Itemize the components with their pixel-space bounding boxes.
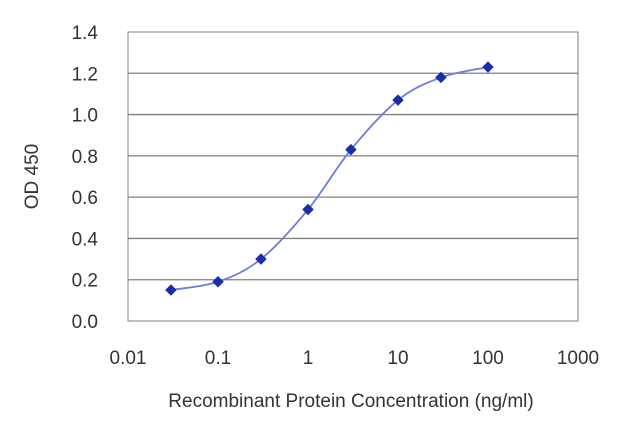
- data-point: [482, 61, 494, 73]
- y-tick-label: 0.8: [72, 147, 98, 168]
- x-tick-label: 10: [387, 348, 408, 369]
- x-tick-label: 0.01: [110, 348, 147, 369]
- plot-area-frame: [127, 31, 579, 322]
- y-tick-label: 0.0: [72, 312, 98, 333]
- x-axis-title: Recombinant Protein Concentration (ng/ml…: [168, 391, 533, 412]
- y-tick-labels: 0.0 0.2 0.4 0.6 0.8 1.0 1.2 1.4: [72, 23, 99, 333]
- x-tick-label: 1000: [557, 348, 599, 369]
- x-tick-label: 0.1: [205, 348, 231, 369]
- y-axis-title: OD 450: [22, 144, 43, 209]
- y-tick-label: 0.4: [72, 229, 99, 250]
- grid-lines: [128, 72, 578, 281]
- y-tick-label: 1.4: [72, 23, 99, 44]
- data-point: [435, 71, 447, 84]
- data-point: [255, 253, 267, 265]
- y-tick-label: 1.0: [72, 106, 98, 127]
- fit-curve: [170, 66, 489, 291]
- data-point: [165, 284, 177, 296]
- x-tick-label: 1: [303, 348, 314, 369]
- fit-curve-layer: [170, 66, 489, 291]
- x-tick-labels: 0.01 0.1 1 10 100 1000: [110, 348, 600, 369]
- y-tick-label: 1.2: [72, 64, 98, 85]
- y-tick-label: 0.2: [72, 271, 98, 292]
- data-point: [212, 275, 224, 288]
- data-point: [392, 94, 404, 106]
- x-tick-label: 100: [472, 348, 504, 369]
- data-point: [302, 203, 314, 216]
- data-points: [165, 61, 494, 296]
- data-point: [345, 143, 357, 156]
- y-tick-label: 0.6: [72, 188, 98, 209]
